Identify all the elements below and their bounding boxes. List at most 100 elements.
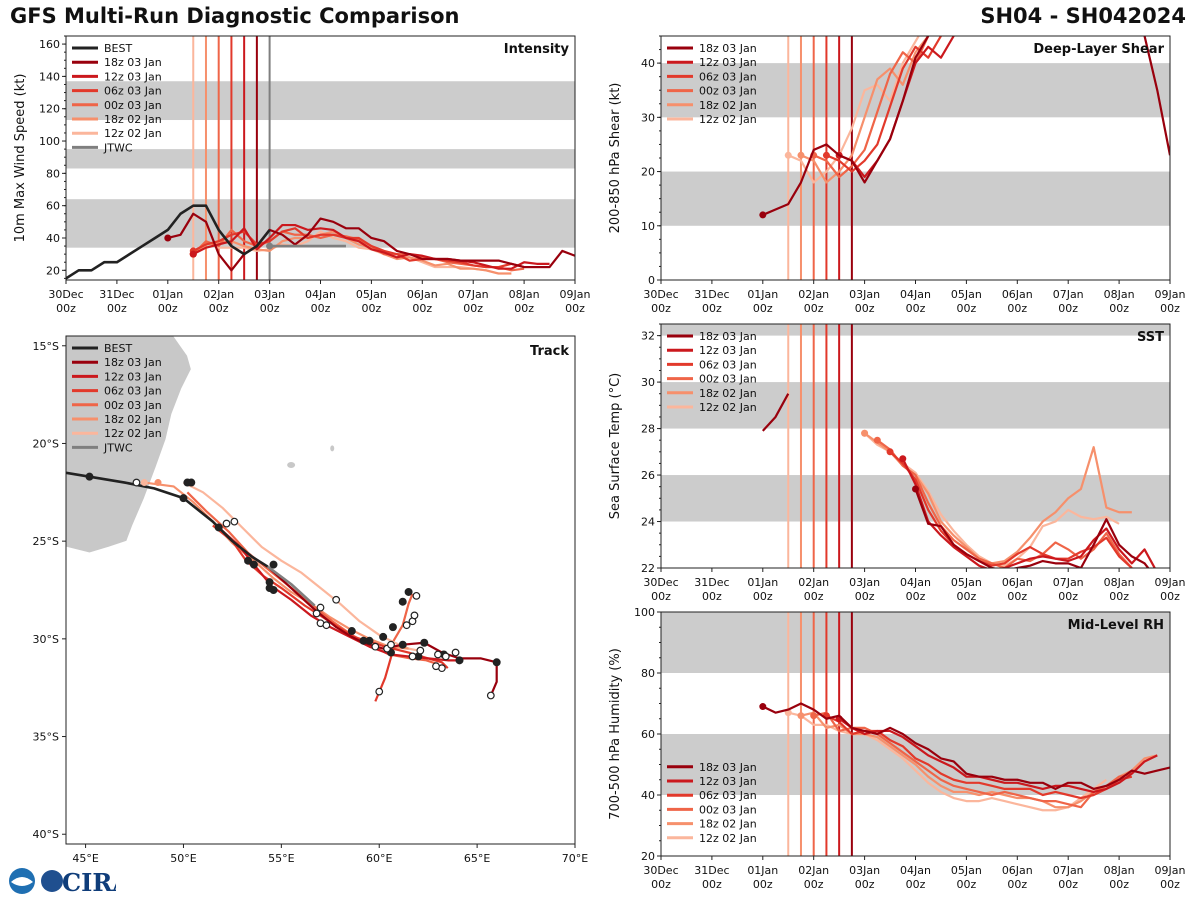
sst-xtick-sublabel: 00z (651, 590, 671, 603)
sst-xtick-label: 04Jan (900, 576, 931, 589)
shear-xtick-label: 05Jan (951, 288, 982, 301)
shear-legend-label: 12z 03 Jan (699, 56, 757, 69)
intensity-series-line (192, 230, 512, 275)
cira-logo: CIRA (6, 866, 131, 897)
shear-xtick-sublabel: 00z (1058, 302, 1078, 315)
intensity-legend-label: 12z 03 Jan (104, 70, 162, 83)
track-legend-label: JTWC (103, 441, 133, 454)
sst-xtick-sublabel: 00z (1058, 590, 1078, 603)
shear-plot-area (661, 36, 1170, 280)
shear-series-start-dot (797, 151, 805, 159)
track-marker-open (451, 648, 460, 657)
panel-sst: 22242628303230Dec00z31Dec00z01Jan00z02Ja… (608, 323, 1185, 603)
intensity-xtick-sublabel: 00z (412, 302, 432, 315)
sst-xtick-label: 06Jan (1002, 576, 1033, 589)
track-xtick-label: 50°E (170, 852, 196, 865)
shear-xtick-label: 07Jan (1053, 288, 1084, 301)
sst-xtick-label: 31Dec (694, 576, 729, 589)
rh-legend-label: 18z 03 Jan (699, 761, 757, 774)
intensity-series-start-dot (164, 234, 172, 242)
rh-ytick-label: 100 (634, 606, 655, 619)
track-marker-filled (388, 623, 397, 632)
track-xtick-label: 60°E (366, 852, 392, 865)
sst-series-start-dot (861, 429, 869, 437)
rh-xtick-label: 01Jan (747, 864, 778, 877)
intensity-ylabel: 10m Max Wind Speed (kt) (13, 74, 28, 243)
shear-xtick-label: 06Jan (1002, 288, 1033, 301)
track-marker-filled (492, 658, 501, 667)
track-marker-open (416, 646, 425, 655)
rh-xtick-label: 06Jan (1002, 864, 1033, 877)
intensity-band-0 (66, 199, 575, 248)
track-marker-filled (187, 478, 196, 487)
shear-xtick-sublabel: 00z (855, 302, 875, 315)
track-marker-filled (244, 556, 253, 565)
track-marker-filled (398, 640, 407, 649)
panel-track: 15°S 20°S 25°S 30°S 35°S 40°S 45°E 50°E 55°E 60°E… (33, 335, 588, 865)
track-marker-open (434, 650, 442, 659)
shear-series-line (787, 36, 920, 184)
shear-xtick-label: 09Jan (1155, 288, 1186, 301)
rh-xtick-label: 04Jan (900, 864, 931, 877)
shear-series-start-dot (784, 151, 792, 159)
track-marker-open (486, 691, 495, 700)
rh-ylabel: 700-500 hPa Humidity (%) (608, 648, 623, 820)
shear-legend-label: 18z 03 Jan (699, 42, 757, 55)
track-marker-filled (179, 494, 188, 503)
sst-ytick-label: 28 (641, 423, 655, 436)
track-marker-open (222, 519, 231, 528)
sst-ylabel: Sea Surface Temp (°C) (608, 373, 623, 520)
rh-legend-label: 00z 03 Jan (699, 803, 757, 816)
sst-legend-label: 12z 03 Jan (699, 344, 757, 357)
track-line (388, 593, 414, 650)
rh-xtick-sublabel: 00z (804, 878, 824, 891)
shear-xtick-label: 02Jan (798, 288, 829, 301)
rh-legend-label: 12z 02 Jan (699, 832, 757, 845)
sst-xtick-sublabel: 00z (1007, 590, 1027, 603)
track-marker-filled (214, 523, 223, 532)
sst-xtick-sublabel: 00z (753, 590, 773, 603)
intensity-xtick-label: 01Jan (152, 288, 183, 301)
panel-rh: 2040608010030Dec00z31Dec00z01Jan00z02Jan… (608, 606, 1185, 891)
sst-xtick-sublabel: 00z (906, 590, 926, 603)
intensity-xtick-sublabel: 00z (260, 302, 280, 315)
track-ytick-label: 15°S (33, 340, 59, 353)
rh-xtick-label: 08Jan (1104, 864, 1135, 877)
track-legend-label: 12z 02 Jan (104, 427, 162, 440)
rh-xtick-label: 03Jan (849, 864, 880, 877)
intensity-xtick-sublabel: 00z (107, 302, 127, 315)
rh-legend-label: 06z 03 Jan (699, 789, 757, 802)
shear-xtick-label: 08Jan (1104, 288, 1135, 301)
track-legend-label: 18z 03 Jan (104, 356, 162, 369)
sst-legend-label: 06z 03 Jan (699, 358, 757, 371)
sst-xtick-sublabel: 00z (957, 590, 977, 603)
sst-xtick-sublabel: 00z (702, 590, 722, 603)
track-legend-label: 00z 03 Jan (104, 399, 162, 412)
shear-xtick-label: 04Jan (900, 288, 931, 301)
track-xtick-label: 55°E (268, 852, 294, 865)
track-marker-open (230, 517, 239, 526)
shear-legend-label: 12z 02 Jan (699, 113, 757, 126)
track-marker-filled (85, 472, 94, 481)
intensity-legend-label: BEST (104, 42, 132, 55)
track-marker-open (387, 640, 395, 649)
track-frame (65, 335, 576, 845)
intensity-series-start-dot (189, 250, 197, 258)
intensity-xtick-sublabel: 00z (311, 302, 331, 315)
rh-legend-label: 18z 02 Jan (699, 818, 757, 831)
track-ytick-label: 25°S (33, 535, 59, 548)
intensity-xtick-label: 05Jan (356, 288, 387, 301)
sst-series-start-dot (912, 485, 919, 493)
shear-xtick-sublabel: 00z (1007, 302, 1027, 315)
rh-title: Mid-Level RH (1068, 618, 1164, 633)
intensity-series-line (66, 204, 271, 280)
shear-xtick-sublabel: 00z (957, 302, 977, 315)
shear-band-0 (661, 171, 1170, 226)
rh-series-start-dot (797, 712, 805, 720)
intensity-xtick-sublabel: 00z (514, 302, 534, 315)
intensity-xtick-label: 31Dec (99, 288, 134, 301)
panel-shear: 01020304030Dec00z31Dec00z01Jan00z02Jan00… (608, 35, 1186, 315)
rh-xtick-sublabel: 00z (702, 878, 722, 891)
intensity-series-line (192, 230, 499, 275)
